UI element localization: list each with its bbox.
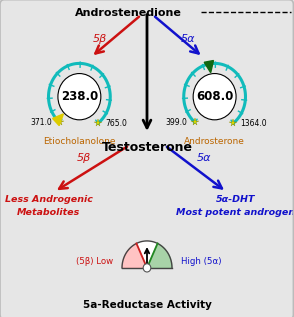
Text: 238.0: 238.0 bbox=[61, 90, 98, 103]
Text: 608.0: 608.0 bbox=[196, 90, 233, 103]
Text: Androsterone: Androsterone bbox=[184, 137, 245, 146]
Text: Metabolites: Metabolites bbox=[17, 208, 80, 217]
Text: 5β: 5β bbox=[93, 34, 107, 44]
Text: 5α: 5α bbox=[181, 34, 196, 44]
Text: Androstenedione: Androstenedione bbox=[74, 8, 181, 18]
Text: Testosterone: Testosterone bbox=[101, 141, 193, 154]
Wedge shape bbox=[122, 243, 147, 268]
Circle shape bbox=[58, 74, 101, 120]
Text: 765.0: 765.0 bbox=[105, 119, 127, 128]
Text: Most potent androgen: Most potent androgen bbox=[176, 208, 294, 217]
Text: 371.0: 371.0 bbox=[31, 118, 52, 127]
Text: Etiocholanolone: Etiocholanolone bbox=[43, 137, 116, 146]
Polygon shape bbox=[204, 61, 213, 73]
Wedge shape bbox=[122, 241, 172, 268]
Text: (5β) Low: (5β) Low bbox=[76, 257, 113, 266]
Polygon shape bbox=[53, 114, 64, 126]
Text: Less Androgenic: Less Androgenic bbox=[5, 195, 92, 204]
Text: 5a-Reductase Activity: 5a-Reductase Activity bbox=[83, 300, 211, 310]
Circle shape bbox=[193, 74, 236, 120]
Wedge shape bbox=[147, 243, 172, 268]
Circle shape bbox=[143, 264, 151, 272]
Text: 399.0: 399.0 bbox=[166, 118, 188, 127]
Text: 5α: 5α bbox=[197, 153, 212, 163]
Text: 5α-DHT: 5α-DHT bbox=[216, 195, 255, 204]
Text: 5β: 5β bbox=[77, 153, 91, 163]
Text: High (5α): High (5α) bbox=[181, 257, 221, 266]
Text: 1364.0: 1364.0 bbox=[240, 119, 267, 128]
